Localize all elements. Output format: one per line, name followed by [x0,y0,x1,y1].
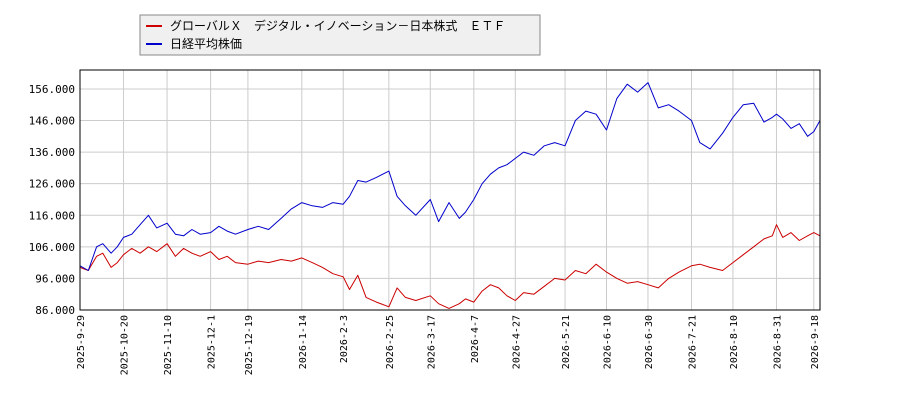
x-tick-label: 2025-11-10 [163,315,174,375]
y-tick-label: 96.000 [35,272,75,285]
y-tick-label: 136.000 [29,146,75,159]
y-axis-labels: 86.000 96.000 106.000 116.000 126.000 136.000… [29,83,75,317]
y-tick-label: 106.000 [29,241,75,254]
legend-label-nikkei: 日経平均株価 [170,36,242,51]
legend: グローバルＸ デジタル・イノベーション－日本株式 ＥＴＦ 日経平均株価 [139,14,541,56]
grid [79,70,820,311]
x-tick-label: 2025-12-19 [244,315,255,375]
y-tick-label: 86.000 [35,304,75,317]
x-tick-label: 2025-10-20 [120,315,131,375]
x-tick-label: 2026-6-10 [602,315,613,369]
x-tick-label: 2026-2-25 [385,315,396,369]
y-tick-label: 126.000 [29,178,75,191]
x-tick-label: 2026-4-7 [470,315,481,363]
y-tick-label: 146.000 [29,115,75,128]
series-line-nikkei [79,82,821,271]
plot-frame [79,69,821,311]
legend-label-etf: グローバルＸ デジタル・イノベーション－日本株式 ＥＴＦ [170,18,505,33]
y-tick-label: 156.000 [29,83,75,96]
x-axis-labels: 2025-9-29 2025-10-20 2025-11-10 2025-12-1 20… [76,315,821,375]
x-tick-label: 2025-12-1 [207,315,218,369]
x-tick-label: 2026-7-21 [687,315,698,369]
x-tick-label: 2025-9-29 [76,315,87,369]
series-line-etf [79,224,821,309]
x-tick-label: 2026-2-3 [339,315,350,363]
x-tick-label: 2026-8-31 [772,315,783,369]
x-tick-label: 2026-9-18 [810,315,821,369]
x-tick-label: 2026-5-21 [561,315,572,369]
x-tick-label: 2026-6-30 [644,315,655,369]
x-tick-label: 2026-4-27 [511,315,522,369]
y-tick-label: 116.000 [29,209,75,222]
x-tick-label: 2026-8-10 [729,315,740,369]
legend-box [139,14,541,56]
x-tick-label: 2026-3-17 [426,315,437,369]
x-tick-label: 2026-1-14 [298,315,309,369]
series-lines [79,82,821,309]
